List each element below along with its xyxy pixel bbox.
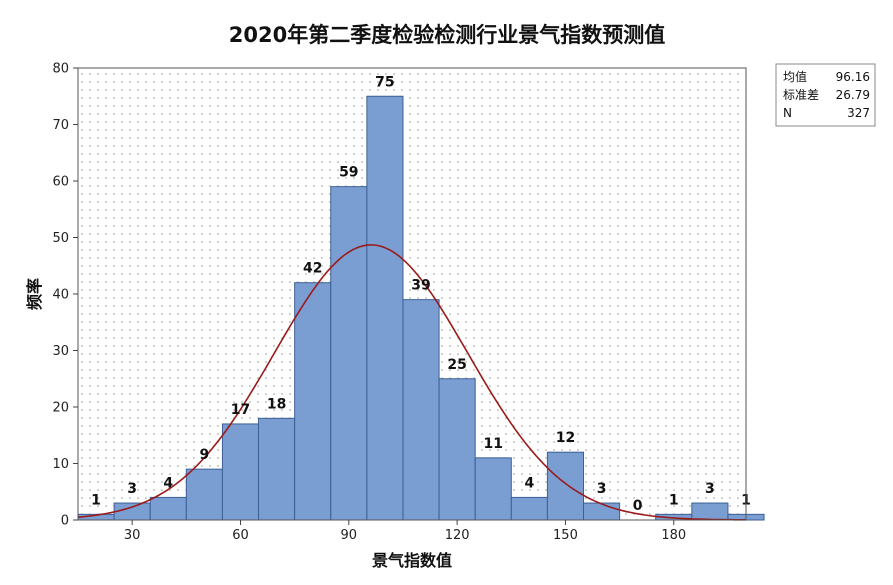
histogram-bar [294, 282, 332, 521]
y-tick-label: 30 [52, 344, 69, 359]
bar-value-label: 42 [303, 261, 322, 277]
histogram-bar [149, 496, 187, 521]
bar-value-label: 11 [484, 436, 503, 452]
bar-value-label: 59 [339, 165, 358, 181]
bar-value-label: 9 [200, 447, 210, 463]
x-tick-label: 60 [232, 528, 249, 543]
y-tick-label: 60 [52, 175, 69, 190]
histogram-bar [185, 468, 223, 521]
bar-value-label: 3 [705, 481, 715, 497]
y-tick-label: 70 [52, 118, 69, 133]
histogram-bar [691, 502, 729, 521]
legend-std-label: 标准差 [783, 88, 819, 102]
bar-value-label: 75 [375, 74, 394, 90]
y-axis: 0 10 20 30 40 50 60 70 80 [52, 62, 78, 529]
histogram-bar [474, 457, 512, 521]
histogram-bar [258, 417, 296, 521]
x-axis: 30 60 90 120 150 180 [124, 520, 686, 543]
histogram-bar [366, 95, 404, 521]
y-axis-label: 频率 [25, 278, 44, 310]
histogram-bar [221, 423, 260, 521]
bar-value-label: 3 [127, 481, 137, 497]
legend-n-value: 327 [847, 106, 870, 120]
x-tick-label: 150 [553, 528, 578, 543]
legend-n-label: N [783, 106, 792, 120]
bar-value-label: 39 [411, 278, 430, 294]
bar-value-label: 1 [669, 492, 679, 508]
y-tick-label: 80 [52, 62, 69, 77]
bar-value-label: 4 [524, 475, 534, 491]
x-tick-label: 90 [341, 528, 358, 543]
fit-curve-group [77, 244, 746, 521]
bar-value-label: 12 [556, 430, 575, 446]
legend-mean-label: 均值 [783, 69, 807, 84]
y-tick-label: 10 [52, 457, 69, 472]
y-tick-label: 50 [52, 231, 69, 246]
normal-fit-curve [77, 244, 746, 521]
bar-value-label: 1 [91, 492, 101, 508]
y-tick-label: 0 [61, 514, 69, 529]
y-tick-label: 40 [52, 288, 69, 303]
bar-value-label: 3 [597, 481, 607, 497]
y-tick-label: 20 [52, 401, 69, 416]
bar-value-label: 17 [231, 402, 250, 418]
histogram-bar [583, 502, 621, 521]
bar-value-label: 4 [163, 475, 173, 491]
legend-std-value: 26.79 [836, 88, 870, 102]
x-tick-label: 120 [445, 528, 470, 543]
histogram-bar [330, 186, 368, 521]
legend-mean-value: 96.16 [836, 70, 870, 84]
histogram-bar [113, 502, 151, 521]
bar-value-label: 25 [447, 357, 466, 373]
x-axis-label: 景气指数值 [372, 551, 452, 570]
stats-legend-box [775, 63, 876, 127]
bar-value-label: 18 [267, 396, 286, 412]
histogram-bar [402, 299, 440, 521]
stats-legend: 均值 96.16 标准差 26.79 N 327 [775, 63, 876, 127]
bar-value-label: 0 [633, 498, 643, 514]
histogram-bar [546, 451, 585, 521]
chart-title: 2020年第二季度检验检测行业景气指数预测值 [229, 23, 665, 47]
histogram-bar [438, 378, 476, 521]
x-tick-label: 180 [661, 528, 686, 543]
bars-group [77, 95, 765, 521]
histogram-bar [510, 496, 548, 521]
x-tick-label: 30 [124, 528, 141, 543]
